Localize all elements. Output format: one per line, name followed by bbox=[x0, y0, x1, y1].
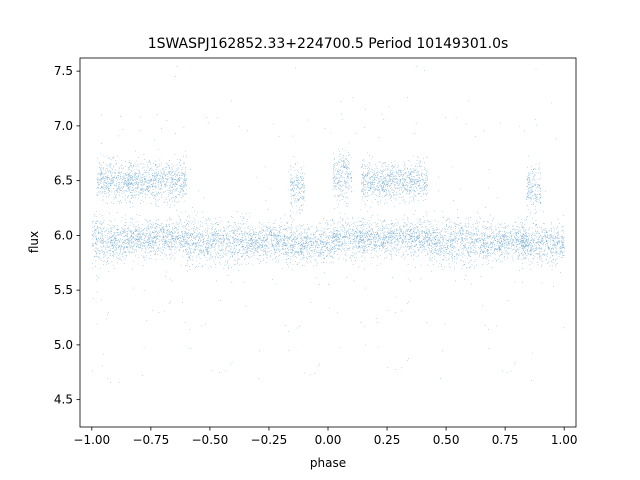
scatter-points bbox=[91, 66, 565, 383]
y-axis-label: flux bbox=[27, 231, 41, 253]
x-tick-label: 1.00 bbox=[551, 433, 578, 447]
x-axis: −1.00 −0.75 −0.50 −0.25 0.00 0.25 0.50 0.75 1.00 bbox=[73, 427, 578, 447]
x-tick-label: 0.25 bbox=[374, 433, 401, 447]
y-axis: 4.5 5.0 5.5 6.0 6.5 7.0 7.5 bbox=[54, 64, 80, 407]
y-tick-label: 5.5 bbox=[54, 283, 73, 297]
x-tick-label: −0.75 bbox=[132, 433, 169, 447]
y-tick-label: 7.5 bbox=[54, 64, 73, 78]
x-tick-label: −0.50 bbox=[192, 433, 229, 447]
y-tick-label: 7.0 bbox=[54, 119, 73, 133]
data-points bbox=[91, 66, 565, 383]
x-tick-label: −0.25 bbox=[251, 433, 288, 447]
x-tick-label: 0.00 bbox=[315, 433, 342, 447]
y-tick-label: 6.5 bbox=[54, 174, 73, 188]
y-tick-label: 5.0 bbox=[54, 338, 73, 352]
x-tick-label: 0.50 bbox=[433, 433, 460, 447]
x-axis-label: phase bbox=[310, 456, 346, 470]
y-tick-label: 4.5 bbox=[54, 393, 73, 407]
chart-title: 1SWASPJ162852.33+224700.5 Period 1014930… bbox=[148, 36, 509, 52]
x-tick-label: −1.00 bbox=[73, 433, 110, 447]
y-tick-label: 6.0 bbox=[54, 228, 73, 242]
x-tick-label: 0.75 bbox=[492, 433, 519, 447]
